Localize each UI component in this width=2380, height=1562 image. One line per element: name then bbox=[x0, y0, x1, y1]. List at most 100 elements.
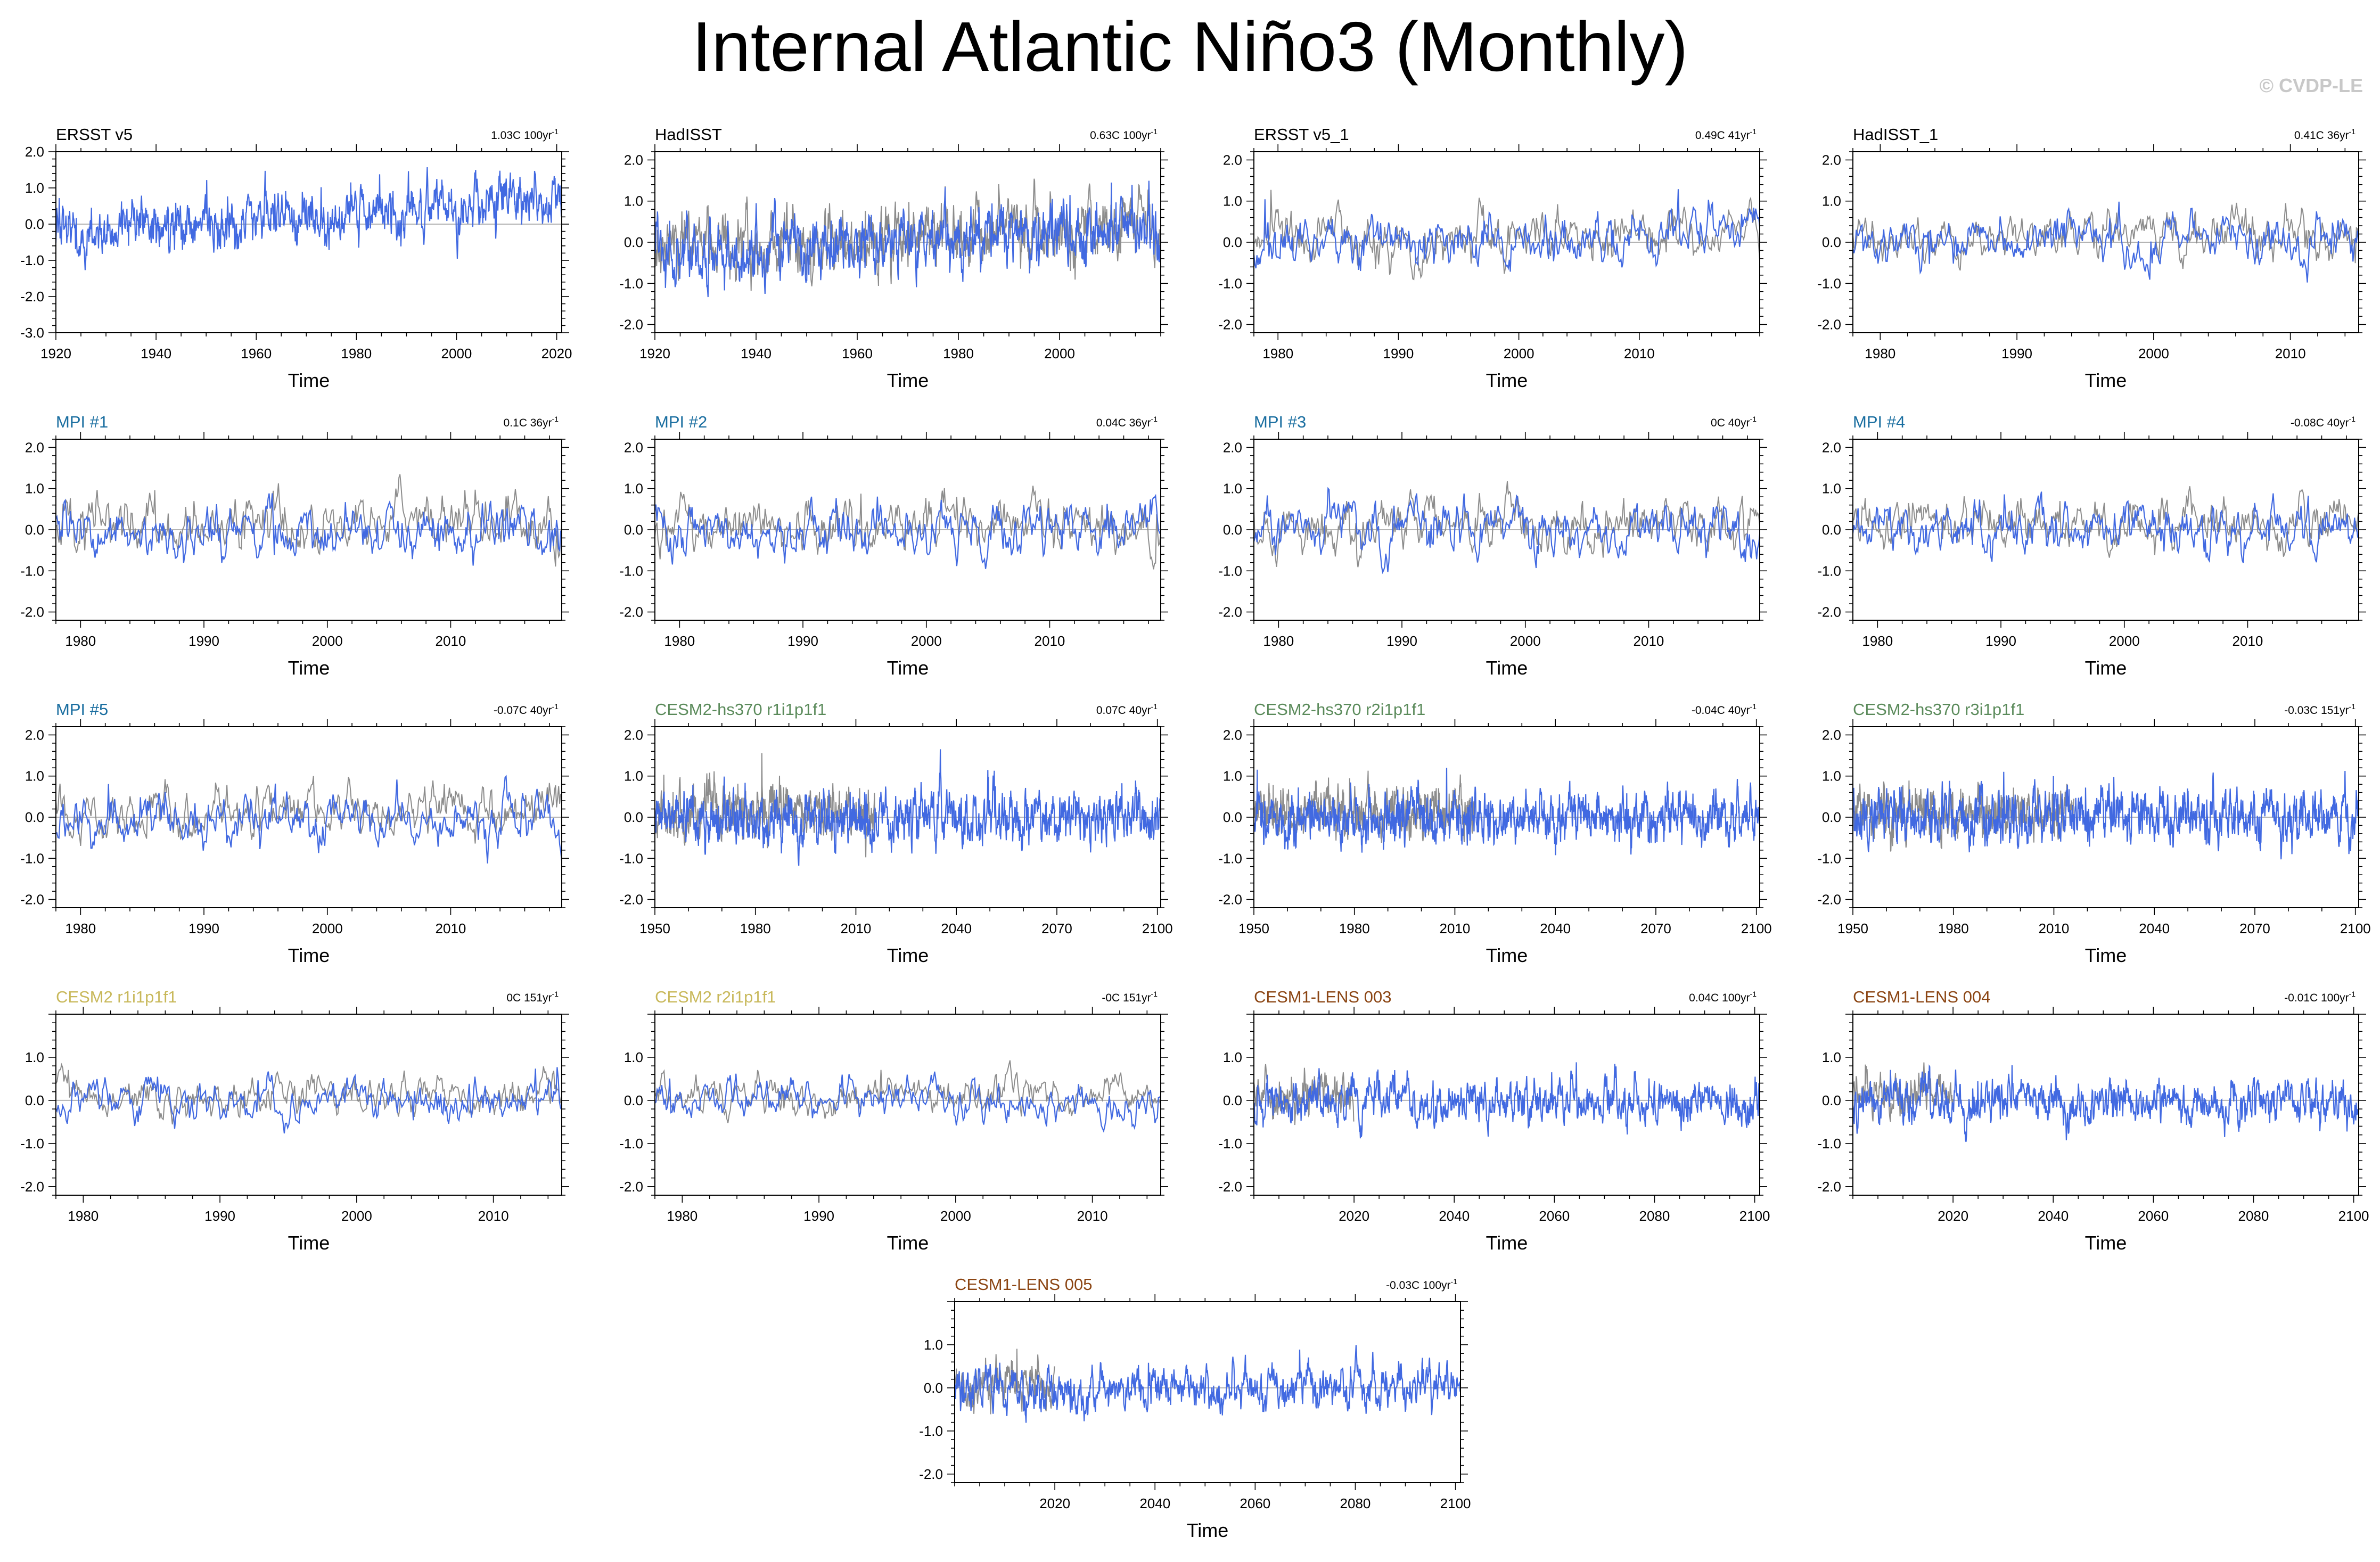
y-tick-label: 1.0 bbox=[624, 193, 643, 209]
x-tick-label: 2020 bbox=[1938, 1208, 1968, 1224]
x-tick-label: 2020 bbox=[541, 346, 572, 361]
trend-label: 0C 40yr-1 bbox=[1711, 415, 1757, 429]
y-tick-label: 2.0 bbox=[1822, 152, 1841, 168]
x-axis-label: Time bbox=[2085, 1232, 2127, 1254]
trend-value: -0.07C 40yr bbox=[494, 704, 552, 717]
chart-title: CESM1-LENS 005 bbox=[955, 1275, 1092, 1294]
x-tick-label: 2010 bbox=[1035, 633, 1065, 649]
trend-label: -0.03C 100yr-1 bbox=[1386, 1277, 1457, 1292]
trend-label: 0.49C 41yr-1 bbox=[1695, 127, 1757, 142]
chart-title: MPI #4 bbox=[1853, 413, 1905, 431]
x-tick-label: 2000 bbox=[2109, 633, 2140, 649]
x-tick-label: 1990 bbox=[1985, 633, 2016, 649]
trend-exponent: -1 bbox=[2349, 415, 2356, 423]
y-tick-label: 2.0 bbox=[1822, 439, 1841, 455]
x-tick-label: 1960 bbox=[241, 346, 272, 361]
x-tick-label: 2070 bbox=[1640, 920, 1671, 936]
y-tick-label: -1.0 bbox=[1218, 275, 1242, 291]
x-tick-label: 1980 bbox=[1339, 920, 1370, 936]
x-axis-label: Time bbox=[2085, 369, 2127, 391]
trend-exponent: -1 bbox=[1750, 702, 1757, 711]
plot-frame bbox=[1852, 1014, 2359, 1196]
y-tick-label: -2.0 bbox=[1218, 1179, 1242, 1195]
x-axis-label: Time bbox=[887, 1232, 929, 1254]
plot-frame bbox=[55, 151, 562, 333]
chart-title: ERSST v5 bbox=[56, 125, 133, 144]
chart-svg: ERSST v5 1.03C 100yr-1 2.0 1.0 0.0 -1.0 -2.0 -3… bbox=[20, 125, 572, 391]
x-tick-label: 1980 bbox=[943, 346, 974, 361]
model-series-line bbox=[55, 493, 562, 566]
x-tick-label: 2100 bbox=[1741, 920, 1772, 936]
trend-label: -0.03C 151yr-1 bbox=[2284, 702, 2356, 717]
chart-svg: CESM2 r2i1p1f1 -0C 151yr-1 1.0 0.0 -1.0 -2.0 1… bbox=[619, 988, 1168, 1254]
y-tick-label: -2.0 bbox=[20, 604, 44, 620]
trend-exponent: -1 bbox=[1151, 702, 1158, 711]
y-tick-label: 0.0 bbox=[1822, 809, 1841, 825]
y-tick-label: -2.0 bbox=[619, 317, 643, 333]
x-tick-label: 2000 bbox=[1504, 346, 1534, 361]
trend-value: 0.04C 36yr bbox=[1096, 417, 1151, 429]
chart-svg: CESM2-hs370 r3i1p1f1 -0.03C 151yr-1 2.0 1.0… bbox=[1817, 700, 2370, 966]
model-series-line bbox=[1253, 768, 1761, 856]
y-tick-label: 1.0 bbox=[1822, 1049, 1841, 1065]
trend-label: -0.01C 100yr-1 bbox=[2284, 990, 2356, 1004]
x-tick-label: 2000 bbox=[341, 1208, 372, 1224]
x-tick-label: 2010 bbox=[436, 633, 466, 649]
y-tick-label: -1.0 bbox=[919, 1423, 943, 1439]
trend-label: -0.04C 40yr-1 bbox=[1692, 702, 1757, 717]
trend-label: 0.1C 36yr-1 bbox=[504, 415, 559, 429]
trend-exponent: -1 bbox=[2349, 127, 2356, 136]
trend-label: 0.04C 36yr-1 bbox=[1096, 415, 1158, 429]
obs-series-line bbox=[1253, 770, 1475, 843]
y-tick-label: -2.0 bbox=[619, 1179, 643, 1195]
x-tick-label: 2010 bbox=[2275, 346, 2306, 361]
chart-title: MPI #3 bbox=[1254, 413, 1306, 431]
chart-title: CESM2-hs370 r2i1p1f1 bbox=[1254, 700, 1425, 719]
x-tick-label: 2010 bbox=[1634, 633, 1664, 649]
y-tick-label: 1.0 bbox=[1822, 768, 1841, 784]
y-tick-label: -2.0 bbox=[619, 892, 643, 908]
obs-series-line bbox=[1852, 486, 2359, 558]
x-tick-label: 1990 bbox=[787, 633, 818, 649]
x-tick-label: 1990 bbox=[1383, 346, 1414, 361]
x-axis-label: Time bbox=[2085, 657, 2127, 679]
y-tick-label: 1.0 bbox=[624, 768, 643, 784]
y-tick-label: 0.0 bbox=[25, 1092, 44, 1108]
x-tick-label: 2010 bbox=[1077, 1208, 1108, 1224]
model-series-line bbox=[55, 775, 563, 864]
trend-exponent: -1 bbox=[552, 415, 559, 423]
y-tick-label: 1.0 bbox=[1223, 481, 1242, 497]
chart-svg: CESM1-LENS 004 -0.01C 100yr-1 1.0 0.0 -1.0 -2… bbox=[1817, 988, 2369, 1254]
trend-exponent: -1 bbox=[1750, 990, 1757, 998]
y-tick-label: -1.0 bbox=[1817, 563, 1841, 579]
y-tick-label: 2.0 bbox=[1822, 727, 1841, 743]
y-tick-label: -2.0 bbox=[1817, 604, 1841, 620]
trend-exponent: -1 bbox=[552, 127, 559, 136]
y-tick-label: -2.0 bbox=[1218, 604, 1242, 620]
x-tick-label: 1980 bbox=[667, 1208, 697, 1224]
x-tick-label: 1980 bbox=[1862, 633, 1893, 649]
x-axis-label: Time bbox=[288, 369, 330, 391]
model-series-line bbox=[954, 1345, 1461, 1423]
x-tick-label: 1940 bbox=[141, 346, 171, 361]
obs-series-line bbox=[654, 753, 876, 858]
x-tick-label: 1990 bbox=[204, 1208, 235, 1224]
y-tick-label: -1.0 bbox=[20, 252, 44, 268]
x-axis-label: Time bbox=[1486, 657, 1528, 679]
y-tick-label: 0.0 bbox=[924, 1380, 943, 1396]
x-tick-label: 2010 bbox=[1624, 346, 1655, 361]
y-tick-label: -1.0 bbox=[1817, 275, 1841, 291]
y-tick-label: 2.0 bbox=[624, 152, 643, 168]
y-tick-label: -2.0 bbox=[1218, 317, 1242, 333]
x-tick-label: 1980 bbox=[1938, 920, 1969, 936]
y-tick-label: 2.0 bbox=[25, 439, 44, 455]
y-tick-label: 0.0 bbox=[1223, 234, 1242, 250]
y-tick-label: -2.0 bbox=[919, 1466, 943, 1482]
trend-exponent: -1 bbox=[552, 990, 559, 998]
y-tick-label: 0.0 bbox=[624, 234, 643, 250]
y-tick-label: -2.0 bbox=[1218, 892, 1242, 908]
chart-svg: MPI #5 -0.07C 40yr-1 2.0 1.0 0.0 -1.0 -2.0 1980… bbox=[20, 700, 569, 966]
chart-svg: CESM2-hs370 r1i1p1f1 0.07C 40yr-1 2.0 1.0 0.… bbox=[619, 700, 1172, 966]
trend-exponent: -1 bbox=[2349, 702, 2356, 711]
x-axis-label: Time bbox=[288, 944, 330, 966]
